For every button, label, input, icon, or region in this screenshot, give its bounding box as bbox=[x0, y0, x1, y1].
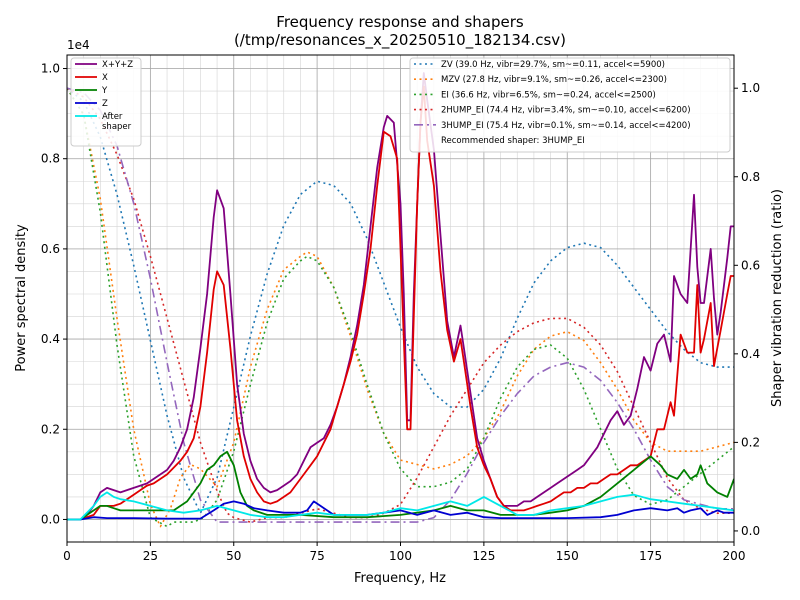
legend-label: shaper bbox=[102, 122, 132, 132]
y-tick-label: 0.6 bbox=[41, 242, 60, 256]
legend-label: X+Y+Z bbox=[102, 60, 133, 70]
x-tick-label: 75 bbox=[309, 549, 324, 563]
y2-tick-label: 1.0 bbox=[741, 81, 760, 95]
legend-label: ZV (39.0 Hz, vibr=29.7%, sm~=0.11, accel… bbox=[441, 60, 665, 70]
legend-label: Y bbox=[101, 86, 108, 96]
chart-subtitle: (/tmp/resonances_x_20250510_182134.csv) bbox=[234, 31, 566, 50]
y2-axis-label: Shaper vibration reduction (ratio) bbox=[770, 189, 785, 407]
x-tick-label: 200 bbox=[723, 549, 746, 563]
y2-tick-label: 0.8 bbox=[741, 170, 760, 184]
legend-label: 3HUMP_EI (75.4 Hz, vibr=0.1%, sm~=0.14, … bbox=[441, 121, 691, 131]
y2-tick-label: 0.6 bbox=[741, 258, 760, 272]
y-tick-label: 0.0 bbox=[41, 512, 60, 526]
legend-label: 2HUMP_EI (74.4 Hz, vibr=3.4%, sm~=0.10, … bbox=[441, 106, 691, 116]
y-tick-label: 1.0 bbox=[41, 62, 60, 76]
x-tick-label: 100 bbox=[389, 549, 412, 563]
y-tick-label: 0.2 bbox=[41, 422, 60, 436]
chart-title: Frequency response and shapers bbox=[276, 13, 524, 31]
legend-recommended-shaper: Recommended shaper: 3HUMP_EI bbox=[441, 136, 585, 146]
legend-label: X bbox=[102, 73, 108, 83]
x-tick-label: 50 bbox=[226, 549, 241, 563]
offset-text: 1e4 bbox=[67, 38, 90, 52]
x-tick-label: 150 bbox=[556, 549, 579, 563]
y2-tick-label: 0.4 bbox=[741, 347, 760, 361]
y2-tick-label: 0.2 bbox=[741, 435, 760, 449]
legend-right: ZV (39.0 Hz, vibr=29.7%, sm~=0.11, accel… bbox=[410, 58, 730, 152]
legend-label: EI (36.6 Hz, vibr=6.5%, sm~=0.24, accel<… bbox=[441, 90, 656, 100]
x-tick-label: 0 bbox=[63, 549, 71, 563]
x-axis-label: Frequency, Hz bbox=[354, 571, 446, 586]
legend-label: MZV (27.8 Hz, vibr=9.1%, sm~=0.26, accel… bbox=[441, 75, 667, 85]
y-axis-label: Power spectral density bbox=[14, 224, 29, 372]
legend-label: Z bbox=[102, 99, 108, 109]
y-tick-label: 0.8 bbox=[41, 152, 60, 166]
x-tick-label: 125 bbox=[472, 549, 495, 563]
y-tick-label: 0.4 bbox=[41, 332, 60, 346]
x-tick-label: 25 bbox=[143, 549, 158, 563]
x-tick-label: 175 bbox=[639, 549, 662, 563]
y2-tick-label: 0.0 bbox=[741, 524, 760, 538]
legend-label: After bbox=[102, 112, 123, 122]
